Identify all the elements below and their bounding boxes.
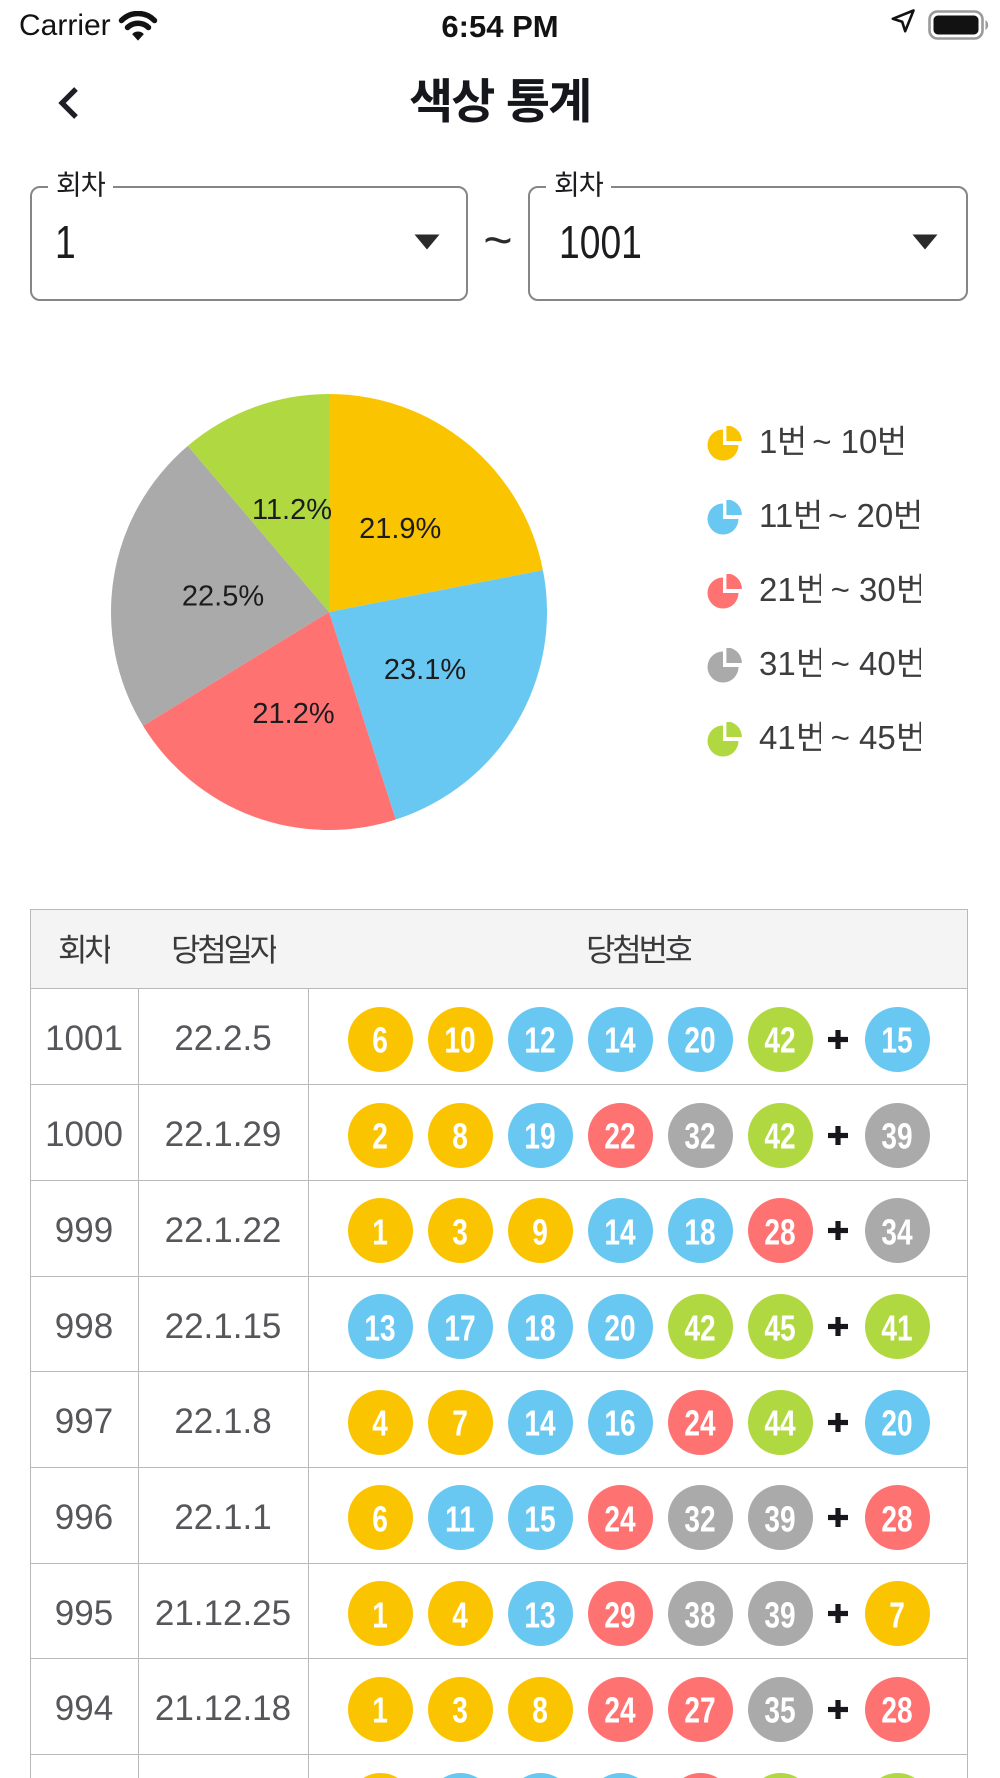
svg-text:21.2%: 21.2%: [252, 698, 334, 730]
svg-text:11.2%: 11.2%: [252, 494, 332, 526]
svg-text:22.5%: 22.5%: [182, 581, 264, 613]
svg-text:21.9%: 21.9%: [359, 513, 441, 545]
svg-text:23.1%: 23.1%: [384, 654, 466, 686]
